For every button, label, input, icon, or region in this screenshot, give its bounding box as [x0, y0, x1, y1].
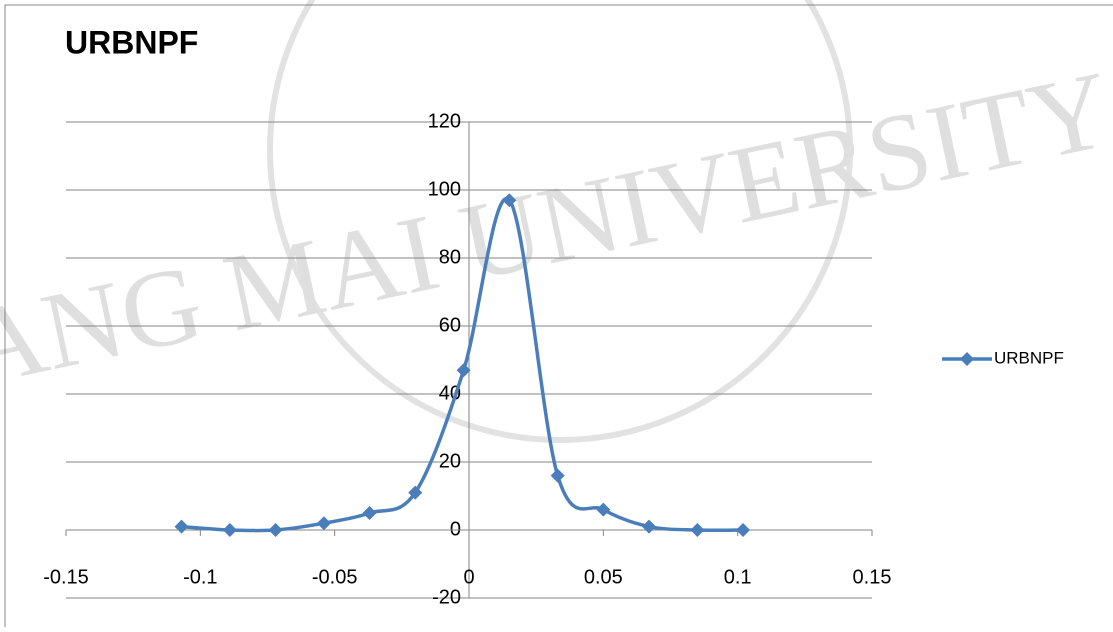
point-marker — [596, 502, 611, 517]
point-marker — [690, 523, 705, 537]
x-tick-label: 0.1 — [724, 566, 752, 588]
x-tick-label: -0.15 — [43, 566, 89, 588]
point-marker — [550, 468, 565, 483]
point-marker — [456, 363, 471, 378]
point-marker — [174, 519, 189, 534]
point-marker — [268, 523, 283, 537]
point-marker — [502, 193, 517, 208]
y-tick-label: 20 — [439, 450, 461, 472]
y-tick-label: 0 — [450, 518, 461, 540]
y-tick-label: 60 — [439, 314, 461, 336]
y-tick-label: 80 — [439, 246, 461, 268]
point-marker — [362, 506, 377, 520]
watermark-ring — [267, 0, 853, 443]
point-marker — [736, 523, 751, 537]
x-tick-label: -0.1 — [183, 566, 217, 588]
y-tick-label: 100 — [428, 178, 461, 200]
x-tick-label: 0.15 — [853, 566, 892, 588]
point-marker — [316, 516, 331, 531]
y-tick-label: -20 — [432, 586, 461, 608]
series-line — [181, 196, 744, 533]
legend-marker — [960, 352, 974, 366]
legend-label: URBNPF — [994, 348, 1064, 367]
point-marker — [642, 519, 657, 534]
point-marker — [408, 485, 423, 500]
point-marker — [222, 523, 237, 537]
x-tick-label: -0.05 — [312, 566, 358, 588]
x-tick-label: 0.05 — [584, 566, 623, 588]
chart-title: URBNPF — [65, 24, 198, 60]
y-tick-label: 120 — [428, 110, 461, 132]
x-tick-label: 0 — [463, 566, 474, 588]
